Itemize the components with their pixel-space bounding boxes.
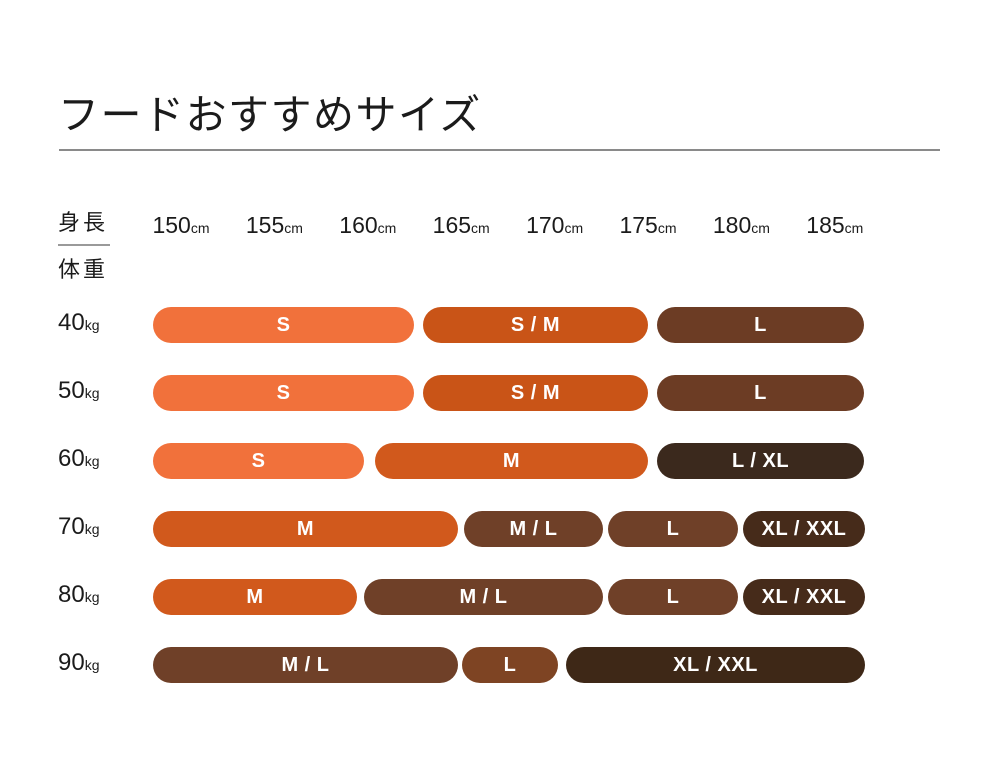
- height-value: 180: [712, 212, 752, 238]
- height-header-155: 155cm: [246, 212, 303, 239]
- axis-corner: 身長 体重: [58, 205, 114, 284]
- height-unit: cm: [190, 220, 210, 236]
- size-pill: M: [153, 579, 357, 615]
- height-unit: cm: [751, 220, 770, 236]
- weight-value: 90: [58, 649, 85, 676]
- weight-value: 50: [58, 377, 85, 404]
- size-pill: M / L: [464, 511, 603, 547]
- height-value: 185: [806, 212, 845, 238]
- size-pill: M / L: [153, 647, 458, 683]
- height-unit: cm: [844, 220, 864, 236]
- height-value: 175: [619, 212, 658, 238]
- height-header-170: 170cm: [526, 212, 583, 239]
- height-value: 170: [526, 212, 565, 238]
- size-pill: S: [153, 443, 364, 479]
- height-value: 165: [432, 212, 472, 238]
- height-axis-label: 身長: [58, 210, 109, 235]
- height-value: 160: [339, 212, 378, 238]
- weight-axis-label: 体重: [58, 257, 109, 282]
- weight-unit: kg: [84, 453, 100, 469]
- size-pill: L / XL: [657, 443, 864, 479]
- height-value: 150: [152, 212, 191, 238]
- weight-label-60: 60kg: [58, 445, 100, 473]
- weight-value: 70: [58, 513, 85, 540]
- axis-divider-line: [58, 244, 110, 246]
- weight-label-50: 50kg: [58, 377, 100, 405]
- weight-label-70: 70kg: [58, 513, 100, 541]
- weight-unit: kg: [84, 317, 100, 333]
- height-unit: cm: [564, 220, 584, 236]
- size-pill: S: [153, 375, 414, 411]
- weight-label-90: 90kg: [58, 649, 100, 677]
- weight-unit: kg: [84, 385, 100, 401]
- page-title: フードおすすめサイズ: [58, 92, 482, 138]
- title-underline: [59, 149, 940, 151]
- size-pill: M: [375, 443, 648, 479]
- weight-unit: kg: [84, 521, 100, 537]
- height-value: 155: [245, 212, 285, 238]
- size-pill: M / L: [364, 579, 603, 615]
- weight-value: 60: [58, 445, 85, 472]
- weight-value: 80: [58, 581, 85, 608]
- weight-label-80: 80kg: [58, 581, 100, 609]
- size-pill: L: [462, 647, 558, 683]
- height-header-185: 185cm: [806, 212, 863, 239]
- height-header-150: 150cm: [152, 212, 209, 239]
- height-header-175: 175cm: [619, 212, 676, 239]
- height-header-165: 165cm: [433, 212, 490, 239]
- height-unit: cm: [284, 220, 303, 236]
- size-pill: S: [153, 307, 414, 343]
- weight-unit: kg: [84, 657, 100, 673]
- size-pill: L: [608, 579, 738, 615]
- size-pill: S / M: [423, 375, 648, 411]
- height-header-180: 180cm: [713, 212, 770, 239]
- height-unit: cm: [657, 220, 677, 236]
- height-header-160: 160cm: [339, 212, 396, 239]
- height-unit: cm: [471, 220, 490, 236]
- weight-label-40: 40kg: [58, 309, 100, 337]
- size-pill: L: [608, 511, 738, 547]
- size-pill: L: [657, 375, 864, 411]
- height-unit: cm: [377, 220, 397, 236]
- size-pill: M: [153, 511, 458, 547]
- weight-value: 40: [58, 309, 85, 336]
- size-pill: L: [657, 307, 864, 343]
- size-pill: XL / XXL: [743, 511, 865, 547]
- size-pill: XL / XXL: [743, 579, 865, 615]
- weight-unit: kg: [84, 589, 100, 605]
- size-pill: S / M: [423, 307, 648, 343]
- size-pill: XL / XXL: [566, 647, 865, 683]
